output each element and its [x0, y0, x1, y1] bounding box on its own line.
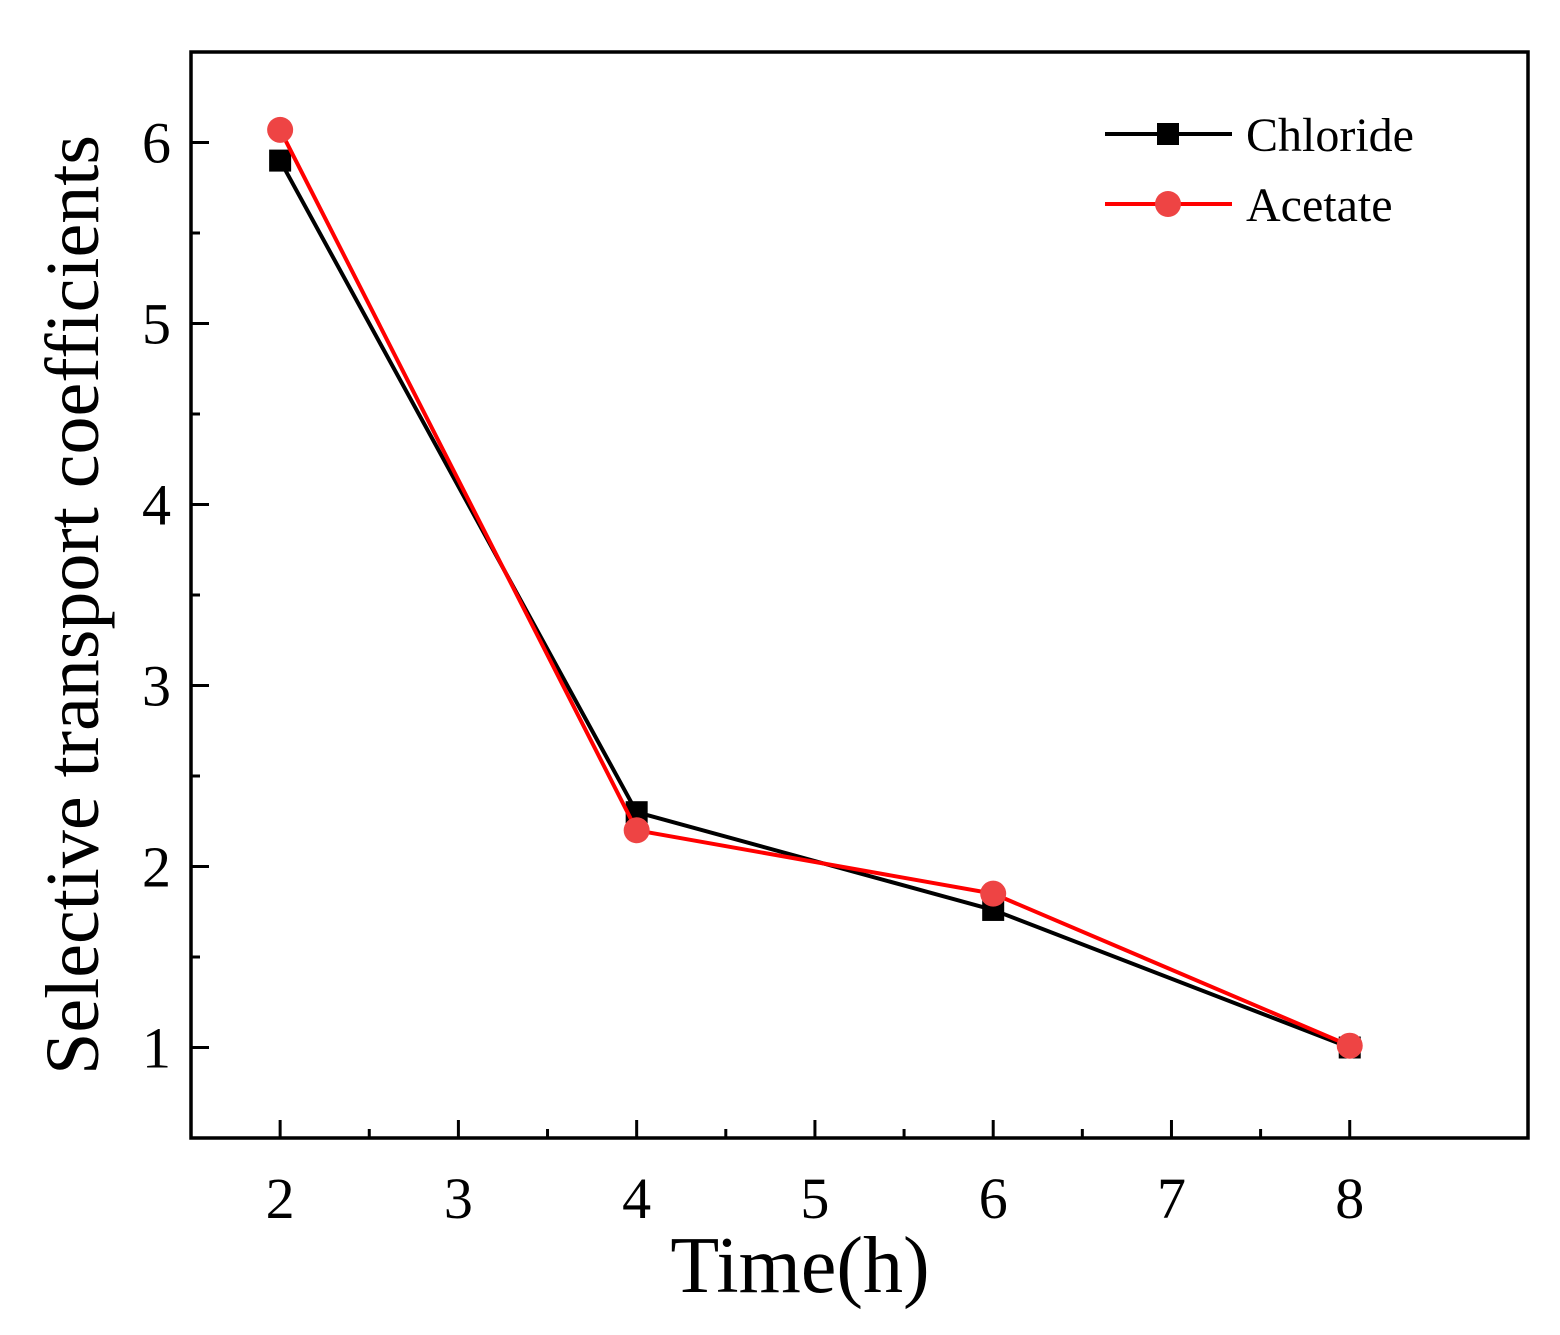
acetate-data-point — [267, 116, 294, 143]
x-axis-title: Time(h) — [670, 1222, 929, 1310]
series-layer — [267, 116, 1363, 1059]
y-tick-label: 2 — [142, 835, 171, 900]
x-tick-label: 4 — [622, 1166, 651, 1231]
x-tick-label: 2 — [266, 1166, 295, 1231]
y-tick-label: 6 — [142, 111, 171, 176]
legend: Chloride Acetate — [1105, 109, 1414, 232]
y-tick-label: 4 — [142, 473, 171, 538]
legend-acetate-marker — [1155, 191, 1181, 217]
legend-acetate-label: Acetate — [1246, 179, 1393, 232]
legend-chloride-label: Chloride — [1246, 109, 1414, 162]
acetate-series-line — [278, 128, 1351, 1048]
y-axis-title: Selective transport coefficients — [31, 135, 115, 1075]
x-tick-label: 7 — [1157, 1166, 1186, 1231]
x-tick-label: 8 — [1335, 1166, 1364, 1231]
x-tick-label: 3 — [444, 1166, 473, 1231]
acetate-data-point — [980, 880, 1007, 907]
y-tick-label: 1 — [142, 1016, 171, 1081]
chloride-series-line — [278, 159, 1351, 1050]
legend-chloride-marker — [1157, 123, 1179, 145]
acetate-data-point — [1336, 1032, 1363, 1059]
chloride-data-point — [269, 149, 292, 172]
y-tick-label: 3 — [142, 654, 171, 719]
y-tick-label: 5 — [142, 292, 171, 357]
axis-ticks: 2 3 4 5 6 7 8 1 2 3 4 5 6 — [142, 111, 1364, 1232]
x-tick-label: 6 — [979, 1166, 1008, 1231]
x-tick-label: 5 — [800, 1166, 829, 1231]
acetate-data-point — [623, 817, 650, 844]
